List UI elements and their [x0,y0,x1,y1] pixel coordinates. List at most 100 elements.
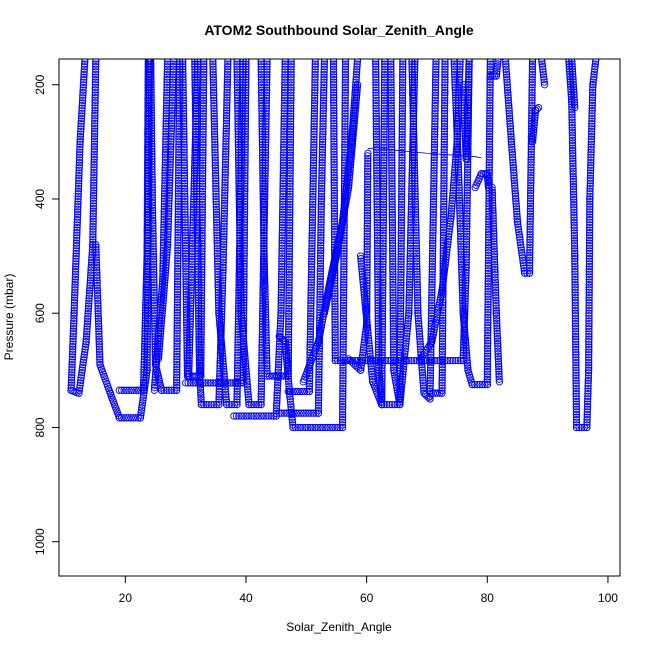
data-point [260,257,268,265]
data-point [319,127,327,136]
data-point [331,302,339,311]
data-point [148,142,156,150]
data-point [180,174,189,182]
data-point [388,179,396,188]
data-point [150,268,158,276]
data-point [311,86,319,94]
series-15 [257,59,295,380]
data-point [149,214,157,222]
data-point [406,268,414,276]
data-point [173,298,182,306]
data-point [388,159,396,167]
data-point [181,231,190,239]
data-point [143,190,152,198]
data-point [263,364,271,373]
data-point [338,416,347,424]
data-point [307,294,315,302]
data-point [74,203,82,211]
data-point [286,143,295,152]
data-point [173,303,182,312]
data-point [416,335,424,343]
data-point [309,187,317,196]
data-point [287,102,295,110]
data-point [192,117,200,125]
data-point [85,289,94,297]
data-point [315,368,323,376]
data-point [138,399,147,407]
data-point [221,383,229,391]
data-point [410,133,418,141]
data-point [221,189,229,197]
data-point [261,300,269,309]
data-point [330,248,339,257]
data-point [167,117,176,125]
data-point [379,263,387,271]
data-point [186,317,194,326]
data-point [401,345,410,353]
data-point [173,353,181,361]
data-point [147,127,156,135]
data-point [398,380,406,388]
data-point [173,358,181,366]
data-point [149,255,158,263]
data-point [210,115,218,123]
data-point [211,164,220,172]
data-point [257,412,265,420]
data-point [315,360,323,368]
data-point [76,135,84,143]
data-point [161,268,170,277]
data-point [210,109,218,118]
data-point [331,356,339,365]
data-point [330,137,338,146]
data-point [212,203,220,211]
data-point [258,107,266,115]
data-point [414,317,423,325]
data-point [185,341,194,349]
data-point [148,160,156,168]
data-point [378,382,386,391]
data-point [412,231,420,240]
data-point [179,73,187,81]
data-point [379,273,387,281]
data-point [309,156,318,164]
data-point [220,214,228,223]
data-point [317,236,325,244]
data-point [411,177,419,185]
data-point [68,371,76,379]
data-point [213,257,222,265]
data-point [319,133,327,141]
data-point [147,134,156,143]
data-point [166,166,174,174]
data-point [401,342,410,350]
data-point [259,268,268,276]
data-point [209,63,217,71]
data-point [428,286,436,294]
data-point [141,332,149,340]
data-point [320,63,328,71]
data-point [341,120,349,128]
data-point [287,83,295,92]
data-point [237,299,245,307]
data-point [166,173,174,182]
data-point [211,140,219,149]
data-point [193,78,201,87]
data-point [410,169,419,177]
data-point [378,369,386,378]
data-point [195,366,204,374]
data-point [324,423,332,432]
data-point [234,328,242,336]
data-point [192,120,200,128]
data-point [363,248,371,256]
data-point [315,375,323,384]
data-point [398,151,406,159]
data-point [88,248,96,256]
data-point [199,133,207,141]
data-point [257,63,265,71]
data-point [77,125,85,133]
data-point [93,292,102,300]
data-point [78,109,86,118]
data-point [89,192,98,200]
data-point [238,322,246,330]
data-point [311,91,319,100]
data-point [363,321,371,329]
